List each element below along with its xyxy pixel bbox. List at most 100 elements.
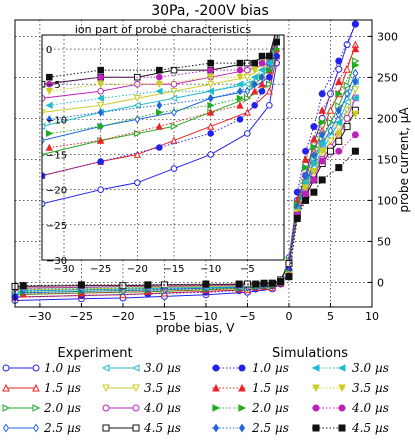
inset-experiment-point [207, 122, 215, 130]
x-axis-label: probe bias, V [156, 321, 236, 335]
x-tick-label: −15 [153, 310, 176, 323]
inset-y-tick-label: −30 [46, 256, 67, 267]
inset-simulation-point [236, 73, 244, 82]
simulation-point [77, 281, 85, 289]
legend-entry: 3.0 µs [311, 361, 389, 375]
simulation-point [301, 178, 310, 187]
experiment-point [326, 90, 334, 98]
inset-experiment-point [134, 179, 141, 186]
legend-label: 4.5 µs [143, 421, 181, 435]
simulation-point [318, 106, 326, 114]
simulation-point [351, 44, 360, 53]
inset-x-ticks: −30 −25 −20 −15 −10 −5 [53, 264, 254, 275]
inset-simulation-point [251, 102, 258, 109]
inset-simulation-point [207, 101, 215, 109]
inset-simulation-point [156, 108, 164, 116]
legend-marker [312, 384, 320, 393]
inset-simulation-point [236, 116, 244, 123]
simulation-point [301, 184, 310, 193]
inset-simulation-point [46, 73, 53, 81]
inset-simulation-point [236, 59, 244, 67]
inset-simulation-point [258, 66, 266, 74]
legend-label: 4.0 µs [143, 401, 181, 415]
inset-experiment-point [133, 94, 141, 103]
legend-entry: 4.5 µs [312, 421, 389, 435]
legend-marker [311, 364, 320, 372]
simulation-point [335, 164, 343, 172]
simulation-point [144, 281, 152, 289]
legend-label: 3.0 µs [144, 361, 181, 375]
inset-simulation-point [97, 158, 104, 165]
simulation-point [335, 147, 343, 155]
inset-experiment-point [274, 25, 280, 31]
x-tick-label: 10 [365, 310, 379, 323]
inset-series [42, 25, 281, 208]
inset-simulation-point [207, 66, 214, 74]
inset-x-tick-label: −10 [200, 264, 221, 275]
inset-y-tick-label: −20 [46, 186, 67, 197]
experiment-point [343, 114, 351, 122]
legend-marker [102, 404, 110, 412]
simulation-point [351, 147, 359, 155]
legend-marker [238, 404, 247, 412]
experiment-point [335, 137, 343, 145]
simulation-point [335, 89, 343, 98]
inset-simulation-point [97, 136, 105, 144]
legend-marker [338, 384, 346, 393]
simulation-series [19, 147, 359, 290]
main-plot-frame [14, 19, 373, 308]
simulation-point [310, 143, 319, 151]
simulation-point [268, 279, 276, 287]
experiment-point [334, 124, 343, 133]
inset-experiment-point [170, 94, 178, 102]
simulation-point [310, 123, 318, 131]
legend-marker [238, 383, 246, 392]
legend-label: 3.5 µs [352, 381, 389, 395]
simulation-point [260, 279, 268, 287]
legend-label: 1.5 µs [252, 381, 289, 395]
inset-simulation-point [46, 129, 54, 138]
legend-entry: 4.5 µs [102, 421, 181, 435]
legend-marker [32, 404, 41, 412]
simulation-point [277, 278, 285, 286]
legend-marker [212, 383, 220, 392]
inset-title: ion part of probe characteristics [75, 23, 252, 36]
simulation-point [318, 157, 326, 165]
simulation-point [318, 147, 326, 156]
inset-simulation-line [42, 35, 279, 177]
legend-entry: 4.0 µs [102, 401, 181, 415]
simulation-point [309, 159, 318, 168]
x-tick-label: −5 [239, 310, 255, 323]
legend-entry: 3.0 µs [101, 361, 181, 375]
inset-simulation-point [258, 80, 266, 88]
legend-label: 2.5 µs [43, 421, 81, 435]
simulation-point [235, 280, 243, 288]
inset-simulation-point [155, 87, 163, 95]
legend-marker [32, 383, 40, 392]
inset-experiment-point [171, 108, 177, 117]
inset-experiment-point [170, 165, 178, 172]
y-tick-label: 200 [377, 112, 398, 125]
inset-simulation-point [266, 52, 273, 60]
simulation-point [335, 57, 343, 65]
inset-experiment-point [207, 151, 214, 158]
legend-label: 2.5 µs [251, 421, 289, 435]
inset-simulation-point [156, 73, 163, 81]
x-tick-label: 5 [327, 310, 334, 323]
simulation-point [285, 273, 293, 281]
legend-marker [102, 384, 110, 393]
inset-experiment-point [97, 186, 104, 193]
inset-experiment-point [42, 136, 45, 145]
simulation-point [310, 188, 318, 196]
inset-y-tick-label: −10 [46, 115, 67, 126]
experiment-point [352, 68, 359, 78]
simulation-point [202, 280, 210, 288]
experiment-point [326, 147, 334, 155]
simulation-point [302, 196, 310, 204]
y-tick-label: 100 [377, 194, 398, 207]
legend-entry: 2.5 µs [2, 421, 81, 435]
inset-experiment-point [266, 80, 274, 88]
y-tick-label: 150 [377, 153, 398, 166]
inset-x-tick-label: −30 [53, 264, 74, 275]
